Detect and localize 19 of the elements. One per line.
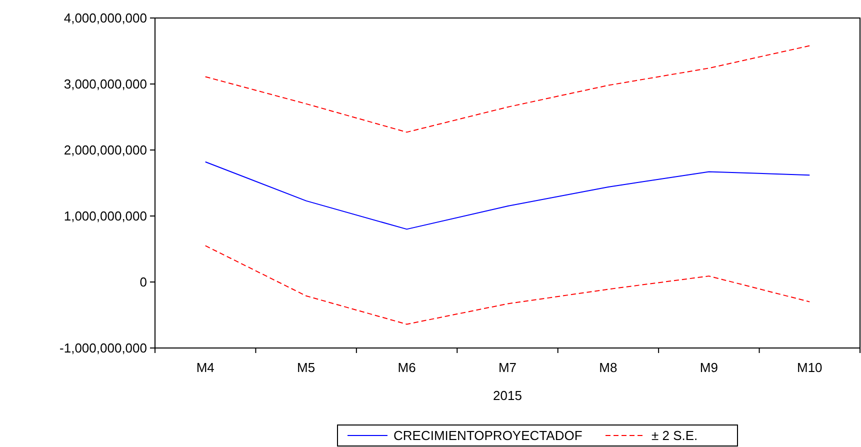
line-series bbox=[204, 245, 810, 325]
y-tick-label: 2,000,000,000 bbox=[64, 142, 147, 158]
y-tick-label: 4,000,000,000 bbox=[64, 10, 147, 26]
y-tick-label: -1,000,000,000 bbox=[60, 340, 147, 356]
x-tick-label: M4 bbox=[196, 360, 214, 375]
x-axis-title: 2015 bbox=[493, 388, 522, 403]
x-tick-label: M5 bbox=[297, 360, 316, 375]
y-tick-label: 1,000,000,000 bbox=[64, 208, 147, 224]
line-series bbox=[204, 161, 810, 230]
x-tick-label: M6 bbox=[398, 360, 416, 375]
line-series bbox=[204, 45, 810, 133]
y-tick-label: 3,000,000,000 bbox=[64, 76, 147, 92]
legend-label: CRECIMIENTOPROYECTADOF bbox=[394, 428, 582, 444]
x-tick-label: M10 bbox=[796, 360, 822, 375]
x-tick-label: M8 bbox=[599, 360, 618, 375]
legend-label: ± 2 S.E. bbox=[652, 428, 698, 444]
x-tick-label: M9 bbox=[700, 360, 718, 375]
x-tick-label: M7 bbox=[498, 360, 517, 375]
y-tick-label: 0 bbox=[140, 274, 147, 290]
